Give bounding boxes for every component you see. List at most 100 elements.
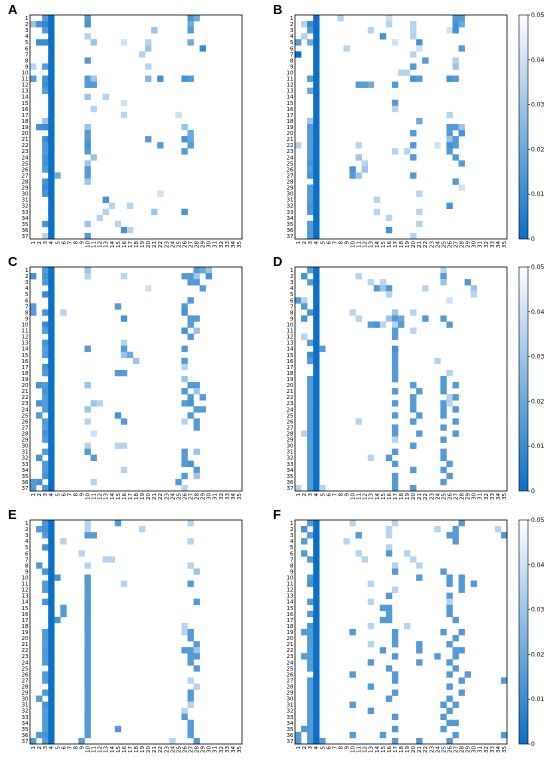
heatmap-cell — [367, 659, 375, 666]
heatmap-cell — [313, 196, 320, 203]
heatmap-cell — [48, 63, 55, 70]
heatmap-cell — [307, 142, 314, 149]
heatmap-cell — [313, 148, 320, 155]
heatmap-cell — [145, 75, 152, 82]
heatmap-cell — [42, 580, 49, 587]
heatmap-cell — [84, 57, 91, 64]
heatmap-cell — [410, 382, 417, 389]
heatmap-cell — [446, 719, 453, 727]
y-tick-label: 29 — [22, 691, 29, 697]
heatmap-cell — [84, 15, 91, 22]
y-tick-label: 16 — [22, 612, 29, 618]
x-tick-label: 32 — [219, 493, 225, 500]
heatmap-cell — [410, 63, 417, 70]
heatmap-cell — [404, 622, 411, 630]
heatmap-cell — [313, 315, 320, 322]
heatmap-cell — [301, 315, 308, 322]
x-tick-label: 20 — [146, 492, 152, 499]
colorbar — [518, 266, 529, 492]
colorbar-tick-label: 0.04 — [531, 562, 545, 569]
y-tick-label: 6 — [290, 46, 294, 52]
heatmap-cell — [313, 520, 320, 527]
heatmap-cell — [307, 394, 314, 401]
x-tick-label: 2 — [37, 746, 43, 750]
heatmap-cell — [391, 520, 399, 527]
heatmap-cell — [391, 689, 399, 696]
heatmap-cell — [42, 647, 49, 654]
heatmap-cell — [307, 556, 314, 563]
heatmap-cell — [307, 208, 314, 216]
heatmap-cell — [84, 406, 91, 413]
heatmap-cell — [301, 653, 308, 660]
heatmap-cell — [48, 105, 55, 113]
heatmap-cell — [385, 285, 393, 292]
heatmap-cell — [307, 460, 314, 468]
y-tick-label: 14 — [287, 95, 294, 101]
heatmap-cell — [307, 382, 314, 389]
heatmap-cell — [114, 303, 122, 310]
heatmap-cell — [301, 333, 308, 340]
y-tick-label: 4 — [290, 34, 294, 40]
heatmap-cell — [391, 412, 399, 419]
heatmap-cell — [458, 45, 465, 52]
x-tick-label: 23 — [164, 241, 170, 248]
heatmap-cell — [90, 39, 97, 46]
x-tick-label: 29 — [466, 493, 472, 500]
heatmap-cell — [307, 689, 314, 696]
heatmap-cell — [48, 154, 55, 161]
heatmap-cell — [458, 677, 465, 684]
x-tick-label: 3 — [308, 240, 314, 244]
heatmap-cell — [193, 273, 200, 280]
x-tick-label: 32 — [219, 241, 225, 248]
heatmap-cell — [313, 267, 320, 274]
heatmap-cell — [60, 610, 67, 618]
heatmap-cell — [307, 226, 314, 234]
x-tick-label: 20 — [411, 492, 417, 499]
heatmap-cell — [367, 27, 375, 34]
heatmap-cell — [114, 412, 122, 419]
y-tick-label: 20 — [287, 636, 294, 642]
x-tick-label: 3 — [43, 240, 49, 244]
heatmap-cell — [42, 184, 49, 191]
x-tick-label: 22 — [423, 746, 429, 753]
heatmap-cell — [313, 321, 320, 328]
heatmap-cell — [361, 166, 368, 173]
heatmap-cell — [36, 412, 43, 419]
x-tick-label: 26 — [447, 241, 453, 248]
heatmap-cell — [452, 418, 459, 425]
heatmap-cell — [313, 610, 320, 618]
y-tick-label: 34 — [22, 216, 29, 222]
heatmap-cell — [410, 309, 417, 316]
x-tick-label: 34 — [231, 745, 237, 752]
heatmap-cell — [422, 285, 429, 292]
heatmap-cell — [42, 178, 49, 185]
heatmap-cell — [42, 117, 49, 125]
heatmap-cell — [48, 466, 55, 474]
heatmap-cell — [42, 707, 49, 715]
heatmap-cell — [120, 315, 128, 322]
x-tick-label: 18 — [134, 493, 140, 500]
heatmap-cell — [187, 21, 194, 28]
x-tick-label: 18 — [399, 493, 405, 500]
x-tick-label: 15 — [116, 241, 122, 248]
y-tick-label: 36 — [22, 228, 29, 234]
heatmap-cell — [42, 136, 49, 143]
y-tick-label: 32 — [287, 456, 294, 462]
y-tick-label: 9 — [290, 569, 294, 575]
heatmap-cell — [440, 466, 447, 474]
heatmap-cell — [48, 69, 55, 76]
heatmap-cell — [181, 123, 188, 131]
x-tick-label: 31 — [213, 746, 219, 753]
heatmap-cell — [440, 406, 447, 413]
heatmap-cell — [48, 111, 55, 119]
y-tick-label: 8 — [290, 310, 294, 316]
plot-frame — [29, 266, 243, 492]
y-tick-label: 32 — [287, 709, 294, 715]
heatmap-cell — [48, 273, 55, 280]
y-tick-label: 16 — [22, 107, 29, 113]
y-tick-label: 11 — [287, 77, 294, 83]
heatmap-cell — [307, 448, 314, 455]
heatmap-cell — [349, 731, 356, 739]
heatmap-cell — [313, 303, 320, 310]
y-tick-label: 28 — [22, 179, 29, 185]
